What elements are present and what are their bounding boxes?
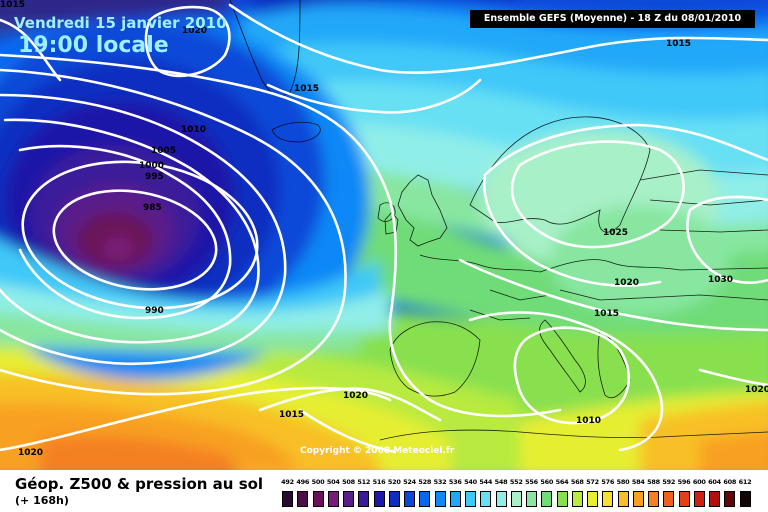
scale-swatch-608 (724, 491, 736, 507)
isobar-label: 995 (145, 172, 164, 182)
scale-label-512: 512 (357, 478, 371, 486)
scale-swatch-512 (358, 491, 370, 507)
isobar-label: 1020 (182, 26, 207, 36)
scale-label-520: 520 (387, 478, 401, 486)
scale-swatch-588 (648, 491, 659, 507)
scale-label-572: 572 (586, 478, 599, 486)
scale-label-592: 592 (662, 478, 676, 486)
scale-swatch-524 (404, 491, 415, 507)
isobar-label: 1015 (594, 309, 619, 319)
scale-label-588: 588 (647, 478, 660, 486)
scale-label-524: 524 (403, 478, 416, 486)
scale-label-508: 508 (342, 478, 355, 486)
scale-swatch-516 (373, 491, 385, 507)
scale-label-496: 496 (296, 478, 310, 486)
scale-swatch-520 (388, 491, 400, 507)
map-footer: Géop. Z500 & pression au sol (+ 168h) 49… (0, 470, 768, 512)
isobar-label: 1030 (708, 275, 733, 285)
isobar-label: 1020 (745, 385, 768, 395)
color-scale-legend: 492 496 500 504 508 512 516 520 524 528 532 536 540 5… (281, 478, 753, 507)
coastlines (229, 0, 768, 441)
isobar-label: 985 (143, 203, 162, 213)
geopotential-color-field: 1015 1020 1015 1015 1010 1005 1000 995 9… (0, 0, 768, 470)
isobar-label: 1015 (279, 410, 304, 420)
scale-swatch-548 (495, 491, 507, 507)
geopotential-map: 1015 1020 1015 1015 1010 1005 1000 995 9… (0, 0, 768, 470)
scale-swatch-584 (632, 491, 644, 507)
product-title: Géop. Z500 & pression au sol (15, 475, 264, 493)
scale-label-528: 528 (418, 478, 432, 486)
scale-label-492: 492 (281, 478, 294, 486)
scale-swatch-560 (541, 491, 553, 507)
scale-swatch-568 (571, 491, 583, 507)
scale-swatch-508 (343, 491, 354, 507)
lead-time: (+ 168h) (15, 494, 69, 507)
scale-swatch-596 (678, 491, 690, 507)
copyright-notice: Copyright © 2008 Meteociel.fr (300, 446, 455, 456)
scale-swatch-492 (282, 491, 293, 507)
isobar-label: 1020 (343, 391, 368, 401)
scale-label-564: 564 (555, 478, 569, 486)
isobar-lines (0, 3, 768, 454)
scale-swatch-532 (434, 491, 446, 507)
isobar-labels: 1015 1020 1015 1015 1010 1005 1000 995 9… (0, 0, 768, 458)
scale-swatch-544 (480, 491, 492, 507)
scale-swatch-504 (327, 491, 339, 507)
scale-label-536: 536 (448, 478, 462, 486)
scale-swatch-552 (510, 491, 522, 507)
isobar-label: 1015 (0, 0, 25, 10)
scale-label-600: 600 (692, 478, 706, 486)
scale-swatch-540 (465, 491, 476, 507)
scale-label-556: 556 (525, 478, 538, 486)
scale-label-500: 500 (311, 478, 325, 486)
isobar-label: 1010 (181, 125, 206, 135)
scale-label-596: 596 (677, 478, 691, 486)
scale-label-568: 568 (570, 478, 584, 486)
scale-swatch-528 (419, 491, 431, 507)
scale-swatch-500 (312, 491, 324, 507)
isobar-label: 1015 (666, 39, 691, 49)
forecast-date: Vendredi 15 janvier 2010 (14, 14, 227, 32)
scale-swatch-604 (709, 491, 720, 507)
scale-label-504: 504 (326, 478, 340, 486)
model-run-label: Ensemble GEFS (Moyenne) - 18 Z du 08/01/… (470, 10, 755, 28)
scale-label-604: 604 (708, 478, 721, 486)
scale-label-516: 516 (372, 478, 386, 486)
scale-label-552: 552 (509, 478, 523, 486)
scale-label-612: 612 (738, 478, 752, 486)
isobar-label: 1015 (294, 84, 319, 94)
isobar-label: 1000 (139, 161, 164, 171)
scale-swatch-612 (739, 491, 751, 507)
isobar-label: 1020 (18, 448, 43, 458)
forecast-time: 19:00 locale (18, 33, 169, 58)
isobar-label: 1020 (614, 278, 639, 288)
scale-label-540: 540 (464, 478, 477, 486)
scale-label-576: 576 (601, 478, 615, 486)
scale-label-560: 560 (540, 478, 554, 486)
scale-label-544: 544 (479, 478, 493, 486)
scale-swatch-496 (297, 491, 309, 507)
scale-swatch-572 (587, 491, 598, 507)
scale-label-580: 580 (616, 478, 630, 486)
scale-label-532: 532 (433, 478, 447, 486)
scale-swatch-580 (617, 491, 629, 507)
isobar-label: 1005 (151, 146, 176, 156)
isobar-label: 990 (145, 306, 164, 316)
scale-label-584: 584 (631, 478, 645, 486)
scale-swatches (281, 491, 753, 507)
isobar-label: 1025 (603, 228, 628, 238)
isobar-label: 1010 (576, 416, 601, 426)
scale-swatch-536 (449, 491, 461, 507)
scale-label-608: 608 (723, 478, 737, 486)
scale-swatch-592 (663, 491, 675, 507)
scale-swatch-564 (556, 491, 568, 507)
scale-labels: 492 496 500 504 508 512 516 520 524 528 532 536 540 5… (281, 478, 753, 489)
scale-swatch-600 (693, 491, 705, 507)
scale-swatch-556 (526, 491, 537, 507)
scale-swatch-576 (602, 491, 614, 507)
scale-label-548: 548 (494, 478, 508, 486)
